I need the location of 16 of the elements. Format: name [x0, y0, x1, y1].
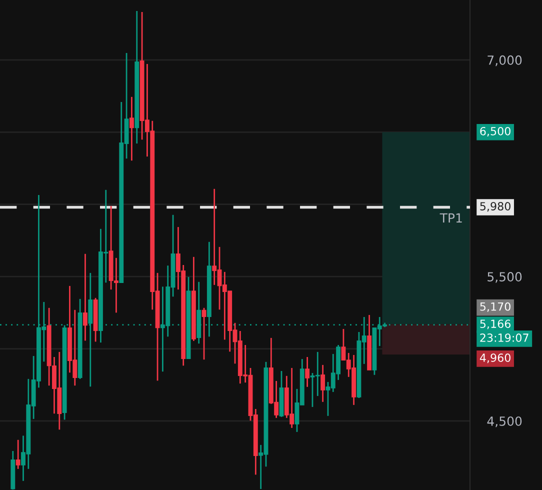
- y-tick-label: 4,500: [487, 416, 522, 428]
- y-tick-label: 7,000: [488, 55, 522, 66]
- ref-line-label: 5,166: [480, 320, 511, 330]
- text: 5,170: [480, 302, 510, 312]
- candlestick: [129, 96, 134, 162]
- candlestick: [202, 307, 206, 360]
- y-tick-label: 5,500: [488, 272, 522, 283]
- text: 4,960: [480, 354, 510, 364]
- candlestick: [320, 364, 326, 403]
- ref-line-label: TP1: [440, 213, 462, 223]
- text: 23:19:07: [480, 334, 528, 342]
- candlestick: [305, 356, 310, 388]
- candlestick: [82, 253, 88, 342]
- text: 6,500: [480, 126, 510, 136]
- text: 5,980: [480, 202, 510, 212]
- candlestick: [16, 439, 20, 470]
